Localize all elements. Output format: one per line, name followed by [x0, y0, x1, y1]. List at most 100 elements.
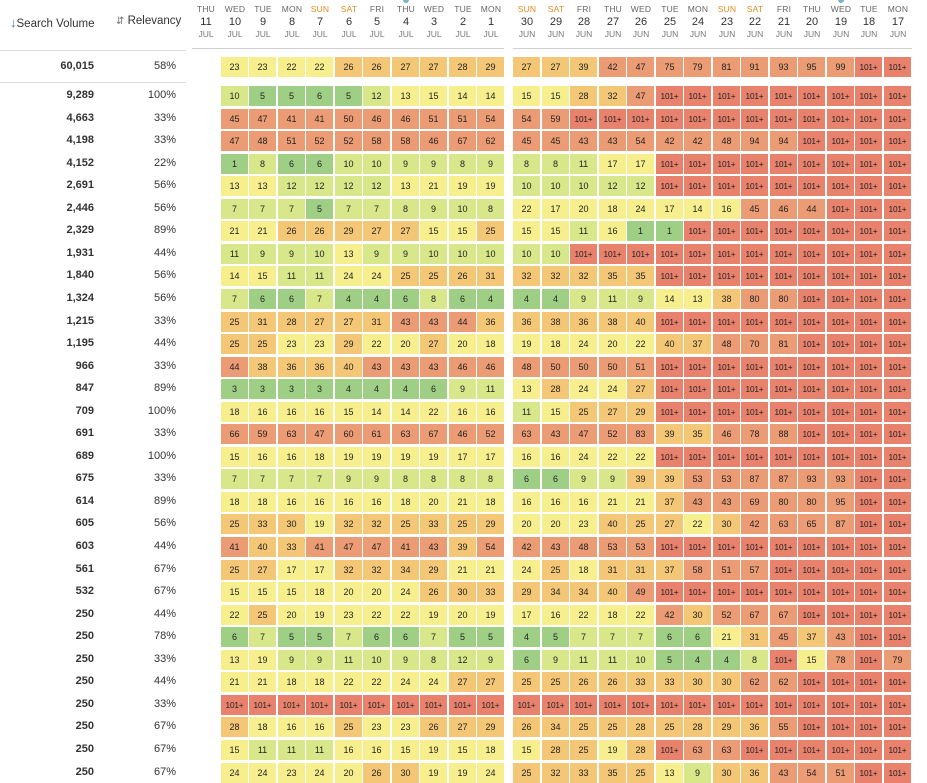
rank-cell[interactable]: 48 [570, 537, 597, 557]
rank-cell[interactable]: 101+ [827, 694, 854, 715]
rank-cell[interactable]: 26 [420, 582, 447, 603]
rank-cell[interactable]: 101+ [798, 153, 825, 174]
rank-cell[interactable]: 101+ [884, 604, 911, 625]
rank-cell[interactable]: 101+ [884, 401, 911, 422]
rank-cell[interactable]: 101+ [713, 153, 740, 174]
rank-cell[interactable]: 11 [249, 739, 276, 760]
rank-cell[interactable]: 101+ [741, 86, 768, 106]
rank-cell[interactable]: 101+ [798, 559, 825, 580]
rank-cell[interactable]: 45 [542, 131, 569, 152]
rank-cell[interactable]: 67 [770, 604, 797, 625]
rank-cell[interactable]: 16 [306, 401, 333, 422]
rank-cell[interactable]: 78 [741, 424, 768, 445]
rank-cell[interactable]: 5 [278, 627, 305, 648]
rank-cell[interactable]: 32 [542, 762, 569, 783]
rank-cell[interactable]: 101+ [656, 379, 683, 400]
rank-cell[interactable]: 7 [570, 627, 597, 648]
rank-cell[interactable]: 25 [221, 514, 248, 535]
rank-cell[interactable]: 34 [392, 559, 419, 580]
rank-cell[interactable]: 10 [335, 153, 362, 174]
rank-cell[interactable]: 101+ [884, 739, 911, 760]
date-column-header[interactable]: MON 17 JUN [884, 4, 912, 40]
rank-cell[interactable]: 11 [599, 288, 626, 309]
rank-cell[interactable]: 20 [449, 604, 476, 625]
rank-cell[interactable]: 18 [306, 446, 333, 467]
rank-cell[interactable]: 15 [221, 446, 248, 467]
rank-cell[interactable]: 88 [770, 424, 797, 445]
rank-cell[interactable]: 101+ [684, 86, 711, 106]
rank-cell[interactable]: 101+ [770, 694, 797, 715]
rank-cell[interactable]: 101+ [741, 266, 768, 287]
rank-cell[interactable]: 47 [335, 537, 362, 557]
rank-cell[interactable]: 25 [656, 717, 683, 738]
rank-cell[interactable]: 32 [335, 514, 362, 535]
rank-cell[interactable]: 101+ [855, 198, 882, 219]
rank-cell[interactable]: 11 [306, 266, 333, 287]
date-column-header[interactable]: TUE 2 JUL [449, 4, 477, 40]
rank-cell[interactable]: 31 [599, 559, 626, 580]
rank-cell[interactable]: 29 [627, 401, 654, 422]
rank-cell[interactable]: 23 [249, 57, 276, 77]
rank-cell[interactable]: 101+ [770, 559, 797, 580]
rank-cell[interactable]: 18 [249, 491, 276, 512]
rank-cell[interactable]: 101+ [855, 311, 882, 332]
rank-cell[interactable]: 101+ [656, 401, 683, 422]
rank-cell[interactable]: 101+ [855, 627, 882, 648]
rank-cell[interactable]: 32 [363, 559, 390, 580]
rank-cell[interactable]: 101+ [656, 446, 683, 467]
rank-cell[interactable]: 27 [420, 334, 447, 355]
rank-cell[interactable]: 32 [570, 266, 597, 287]
rank-cell[interactable]: 101+ [798, 288, 825, 309]
rank-cell[interactable]: 12 [449, 649, 476, 670]
rank-cell[interactable]: 26 [570, 672, 597, 693]
rank-cell[interactable]: 101+ [684, 266, 711, 287]
rank-cell[interactable]: 23 [570, 514, 597, 535]
rank-cell[interactable]: 95 [827, 491, 854, 512]
rank-cell[interactable]: 101+ [599, 243, 626, 264]
rank-cell[interactable]: 6 [513, 469, 540, 490]
rank-cell[interactable]: 22 [627, 334, 654, 355]
rank-cell[interactable]: 101+ [713, 446, 740, 467]
rank-cell[interactable]: 39 [627, 469, 654, 490]
rank-cell[interactable]: 27 [392, 221, 419, 242]
rank-cell[interactable]: 101+ [684, 176, 711, 197]
rank-cell[interactable]: 16 [477, 401, 504, 422]
rank-cell[interactable]: 24 [392, 582, 419, 603]
rank-cell[interactable]: 101+ [627, 108, 654, 129]
rank-cell[interactable]: 21 [477, 559, 504, 580]
rank-cell[interactable]: 101+ [656, 356, 683, 377]
rank-cell[interactable]: 6 [306, 86, 333, 106]
rank-cell[interactable]: 27 [513, 57, 540, 77]
rank-cell[interactable]: 27 [449, 672, 476, 693]
rank-cell[interactable]: 101+ [884, 762, 911, 783]
rank-cell[interactable]: 101+ [741, 243, 768, 264]
rank-cell[interactable]: 101+ [827, 311, 854, 332]
rank-cell[interactable]: 16 [278, 446, 305, 467]
rank-cell[interactable]: 16 [542, 446, 569, 467]
rank-cell[interactable]: 33 [249, 514, 276, 535]
rank-cell[interactable]: 20 [513, 514, 540, 535]
rank-cell[interactable]: 67 [449, 131, 476, 152]
rank-cell[interactable]: 8 [477, 198, 504, 219]
rank-cell[interactable]: 4 [363, 379, 390, 400]
date-column-header[interactable]: FRI 28 JUN [570, 4, 598, 40]
rank-cell[interactable]: 17 [278, 559, 305, 580]
rank-cell[interactable]: 21 [221, 221, 248, 242]
rank-cell[interactable]: 27 [542, 57, 569, 77]
rank-cell[interactable]: 39 [449, 537, 476, 557]
rank-cell[interactable]: 63 [770, 514, 797, 535]
rank-cell[interactable]: 4 [542, 288, 569, 309]
rank-cell[interactable]: 11 [570, 153, 597, 174]
rank-cell[interactable]: 22 [684, 514, 711, 535]
rank-cell[interactable]: 101+ [741, 221, 768, 242]
rank-cell[interactable]: 25 [627, 762, 654, 783]
rank-cell[interactable]: 45 [770, 627, 797, 648]
rank-cell[interactable]: 43 [713, 491, 740, 512]
rank-cell[interactable]: 101+ [363, 694, 390, 715]
rank-cell[interactable]: 101+ [827, 108, 854, 129]
rank-cell[interactable]: 22 [363, 334, 390, 355]
rank-cell[interactable]: 101+ [684, 379, 711, 400]
rank-cell[interactable]: 13 [684, 288, 711, 309]
rank-cell[interactable]: 59 [542, 108, 569, 129]
rank-cell[interactable]: 33 [570, 762, 597, 783]
